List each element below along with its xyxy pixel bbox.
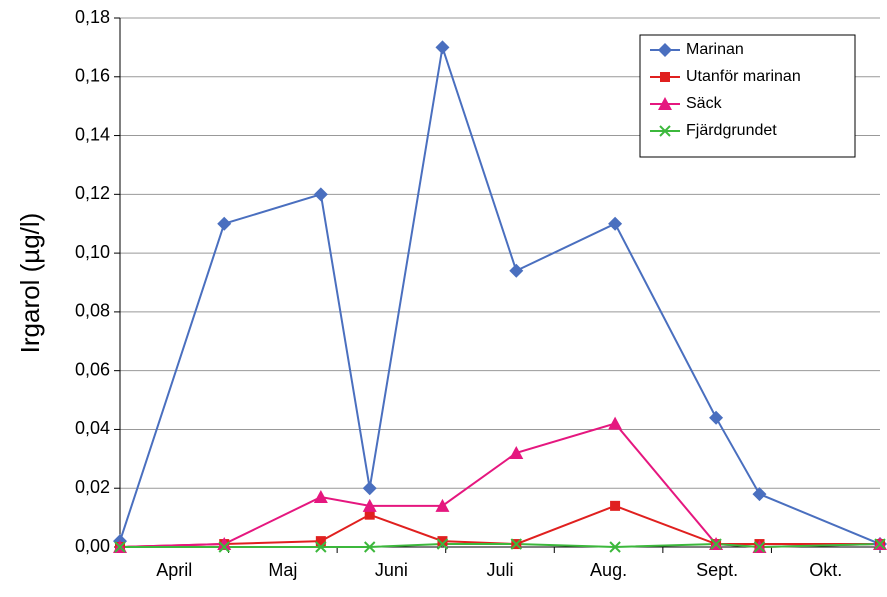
y-tick-label: 0,10: [75, 242, 110, 262]
marker: [610, 500, 621, 511]
marker: [313, 490, 328, 504]
marker: [609, 541, 621, 553]
marker: [435, 40, 450, 55]
marker: [364, 541, 376, 553]
x-tick-label: Juni: [375, 560, 408, 580]
marker: [608, 416, 623, 430]
series-line: [119, 504, 880, 548]
marker: [710, 538, 722, 550]
marker: [658, 43, 672, 57]
x-tick-label: Aug.: [590, 560, 627, 580]
marker: [752, 487, 767, 502]
series-line: [120, 543, 881, 549]
marker: [217, 537, 232, 551]
legend-label: Utanför marinan: [686, 68, 801, 85]
y-tick-label: 0,00: [75, 536, 110, 556]
y-tick-label: 0,14: [75, 124, 110, 144]
marker: [315, 536, 326, 547]
marker: [510, 538, 522, 550]
marker: [313, 187, 328, 202]
marker: [659, 125, 671, 137]
y-axis-label: Irgarol (µg/l): [15, 213, 45, 354]
legend-label: Säck: [686, 95, 723, 112]
marker: [509, 445, 524, 459]
series-line: [119, 47, 881, 545]
marker: [114, 541, 126, 553]
marker: [709, 410, 724, 425]
marker: [362, 481, 377, 496]
marker: [217, 216, 232, 231]
marker: [436, 538, 449, 550]
marker: [874, 538, 886, 550]
legend-label: Fjärdgrundet: [686, 122, 777, 139]
marker: [608, 216, 623, 231]
legend-box: [639, 34, 856, 158]
y-tick-label: 0,12: [75, 183, 110, 203]
marker: [658, 97, 672, 110]
x-tick-label: Maj: [268, 560, 297, 580]
marker: [362, 498, 377, 512]
y-tick-label: 0,08: [75, 301, 110, 321]
y-tick-label: 0,06: [75, 359, 110, 379]
series-line: [119, 422, 881, 549]
y-tick-label: 0,16: [75, 66, 110, 86]
marker: [435, 498, 450, 512]
y-tick-label: 0,18: [75, 7, 110, 27]
marker: [218, 541, 230, 553]
x-tick-label: Juli: [486, 560, 513, 580]
y-tick-label: 0,02: [75, 477, 110, 497]
x-tick-label: Okt.: [809, 560, 842, 580]
marker: [364, 509, 375, 520]
marker: [660, 72, 670, 82]
x-tick-label: Sept.: [696, 560, 738, 580]
x-tick-label: April: [156, 560, 192, 580]
marker: [509, 263, 524, 278]
marker: [753, 541, 766, 553]
marker: [437, 536, 448, 547]
legend-label: Marinan: [686, 41, 744, 58]
y-tick-label: 0,04: [75, 418, 110, 438]
marker: [315, 541, 327, 553]
